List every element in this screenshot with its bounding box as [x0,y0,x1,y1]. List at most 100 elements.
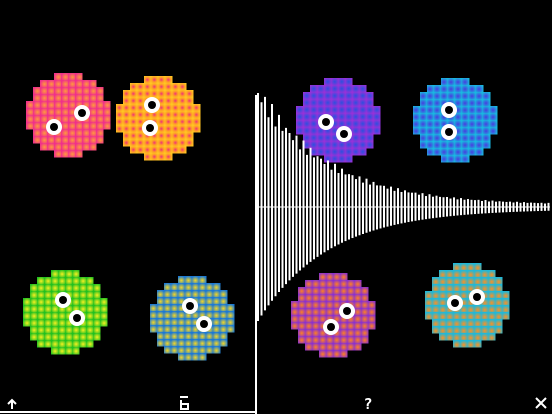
pixel [291,308,299,316]
pixel [65,305,73,313]
pixel [345,99,353,107]
pixel [137,83,145,91]
pixel [333,287,341,295]
pixel [165,97,173,105]
pixel [495,305,503,313]
pixel [476,99,484,107]
pixel [469,92,477,100]
pixel [23,298,31,306]
pixel [331,99,339,107]
pixel [303,134,311,142]
pixel [434,141,442,149]
pixel [72,277,80,285]
pixel [158,90,166,98]
pixel [462,113,470,121]
pixel [305,301,313,309]
pixel [44,333,52,341]
pixel [326,343,334,351]
pixel [26,122,34,130]
pixel [96,122,104,130]
pixel [331,155,339,163]
pixel [86,291,94,299]
pixel [481,270,489,278]
pixel [460,277,468,285]
pixel [490,113,498,121]
pixel [448,148,456,156]
pixel [96,108,104,116]
help-button[interactable]: ? [363,395,372,413]
pixel [137,146,145,154]
pixel [483,141,491,149]
pixel [58,333,66,341]
pixel [326,294,334,302]
pixel [165,111,173,119]
pixel [51,347,59,355]
pixel [171,283,179,291]
pixel [82,136,90,144]
pixel [483,120,491,128]
pixel [469,85,477,93]
pixel [68,101,76,109]
pixel [441,141,449,149]
pupil [343,307,351,315]
pixel [171,318,179,326]
pixel [171,325,179,333]
pixel [82,143,90,151]
pixel [33,136,41,144]
pixel [467,284,475,292]
pixel [213,346,221,354]
pixel [172,97,180,105]
pixel [61,122,69,130]
pixel [178,353,186,361]
pixel [151,139,159,147]
pixel [227,325,235,333]
pixel [303,99,311,107]
pixel [427,148,435,156]
pixel [340,343,348,351]
pixel [61,73,69,81]
pixel [179,97,187,105]
pixel [467,333,475,341]
pixel [192,318,200,326]
pixel [33,101,41,109]
pixel [193,118,201,126]
pixel [359,85,367,93]
pixel [158,111,166,119]
pixel [331,127,339,135]
pixel [137,118,145,126]
pixel [86,284,94,292]
up-button[interactable] [7,398,17,409]
pixel [40,108,48,116]
pixel [47,108,55,116]
pixel [47,80,55,88]
pixel [359,99,367,107]
pixel [58,326,66,334]
pixel [462,148,470,156]
pixel [312,315,320,323]
pixel [455,85,463,93]
pixel [47,87,55,95]
pixel [157,339,165,347]
pixel [206,339,214,347]
pixel [213,304,221,312]
pixel [333,350,341,358]
pixel [427,120,435,128]
pixel [340,322,348,330]
pupil [327,323,335,331]
pixel [439,326,447,334]
pixel [455,120,463,128]
pixel [164,290,172,298]
pixel [58,284,66,292]
pixel [488,277,496,285]
close-button[interactable] [535,397,547,409]
pixel [462,106,470,114]
pixel [186,139,194,147]
sound-button[interactable] [180,396,189,410]
pixel [199,353,207,361]
pixel [340,336,348,344]
pixel [86,277,94,285]
pixel [448,120,456,128]
pixel [366,120,374,128]
pixel [144,139,152,147]
pixel [368,315,376,323]
